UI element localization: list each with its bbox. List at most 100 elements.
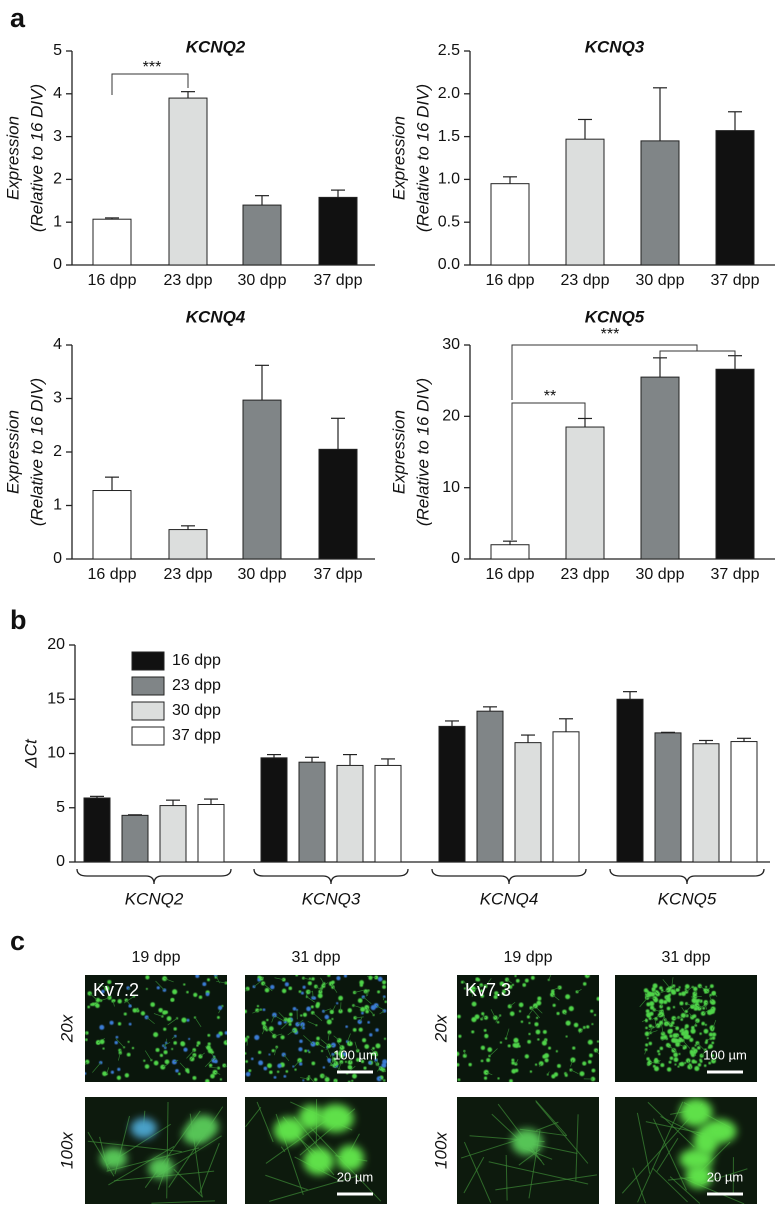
cell: [587, 1039, 593, 1045]
cell: [382, 985, 386, 989]
cell: [694, 1044, 697, 1047]
cell: [332, 1064, 336, 1068]
group-brace: [76, 868, 232, 885]
cell: [189, 1056, 195, 1062]
cell: [347, 1008, 352, 1013]
cell: [666, 1067, 672, 1072]
cell: [131, 1046, 135, 1050]
cell: [310, 1005, 314, 1009]
neurite: [85, 1032, 87, 1034]
cell: [347, 1080, 351, 1082]
cell: [110, 1070, 114, 1074]
cell: [299, 1062, 303, 1066]
cell: [145, 987, 148, 990]
cell: [163, 1027, 167, 1031]
cell: [320, 1049, 324, 1053]
neurite: [379, 1078, 385, 1081]
cell: [689, 1037, 694, 1042]
neurite: [645, 1121, 707, 1135]
cell: [693, 986, 698, 992]
cell: [556, 1011, 560, 1016]
cell: [537, 1038, 540, 1041]
cell: [153, 1060, 159, 1066]
neurite: [707, 1038, 711, 1040]
x-tick-label: 23 dpp: [561, 272, 610, 289]
cell: [102, 1047, 105, 1050]
micrograph-content: [639, 977, 720, 1072]
cell: [375, 1062, 380, 1066]
cell: [701, 1021, 705, 1026]
cell: [360, 1059, 365, 1064]
cell: [111, 999, 115, 1003]
cell: [684, 1009, 688, 1014]
cell: [299, 1039, 303, 1044]
cell: [196, 1041, 201, 1045]
neurite: [505, 1154, 508, 1201]
cell: [150, 1002, 156, 1007]
cell: [377, 976, 383, 982]
cell: [480, 994, 485, 998]
neurite: [333, 1035, 340, 1041]
y-tick-label: 2: [53, 171, 62, 188]
chart-title: KCNQ5: [585, 307, 645, 326]
micrograph-content: [457, 975, 599, 1082]
neurite: [367, 990, 369, 996]
cell: [258, 1060, 264, 1066]
cell: [300, 991, 304, 995]
neurite: [365, 991, 367, 997]
cell: [596, 1040, 599, 1043]
neurite: [660, 989, 669, 994]
cell: [155, 1047, 160, 1052]
cell: [344, 1060, 348, 1063]
cell: [302, 1026, 305, 1030]
cell: [697, 1063, 702, 1067]
legend-swatch: [131, 651, 165, 671]
neurite: [661, 1023, 664, 1034]
cell: [117, 999, 122, 1004]
cell: [529, 1070, 533, 1073]
neurite: [274, 977, 284, 980]
neurite: [261, 976, 265, 979]
bar: [298, 761, 326, 863]
cell: [493, 994, 498, 999]
cell: [694, 1024, 698, 1027]
column-label: 31 dpp: [292, 949, 341, 966]
neurite: [108, 1146, 175, 1186]
neurite: [705, 1002, 709, 1004]
micrograph: [457, 975, 599, 1082]
bar: [260, 757, 288, 863]
cell: [158, 1008, 163, 1013]
cell: [593, 1013, 597, 1017]
cell: [118, 1051, 122, 1055]
cell: [518, 1044, 521, 1048]
cell: [123, 1012, 127, 1016]
cell: [283, 1074, 287, 1078]
cell: [562, 1009, 567, 1015]
x-tick-label: 16 dpp: [88, 272, 137, 289]
cell: [663, 999, 668, 1005]
cell: [173, 1027, 177, 1031]
neurite: [703, 1008, 712, 1014]
y-tick-label: 5: [53, 42, 62, 59]
x-tick-label: 30 dpp: [636, 272, 685, 289]
cell: [707, 1046, 711, 1049]
cell: [548, 1046, 552, 1050]
neurite: [495, 1015, 501, 1023]
cell: [369, 1033, 373, 1037]
bar: [715, 130, 755, 266]
cell: [336, 976, 341, 981]
cell: [173, 1041, 177, 1045]
cell: [678, 986, 681, 989]
neurite: [167, 1017, 178, 1026]
cell: [128, 1004, 132, 1008]
neurite: [283, 1054, 290, 1062]
neurite: [118, 1052, 121, 1061]
cell: [315, 1003, 320, 1009]
neurite: [490, 1009, 496, 1018]
y-axis-label: Expression: [3, 116, 22, 200]
neurite: [570, 1059, 574, 1067]
neurite: [711, 1007, 714, 1010]
soma: [317, 1104, 354, 1133]
y-tick-label: 10: [47, 745, 65, 762]
soma: [273, 1117, 306, 1144]
